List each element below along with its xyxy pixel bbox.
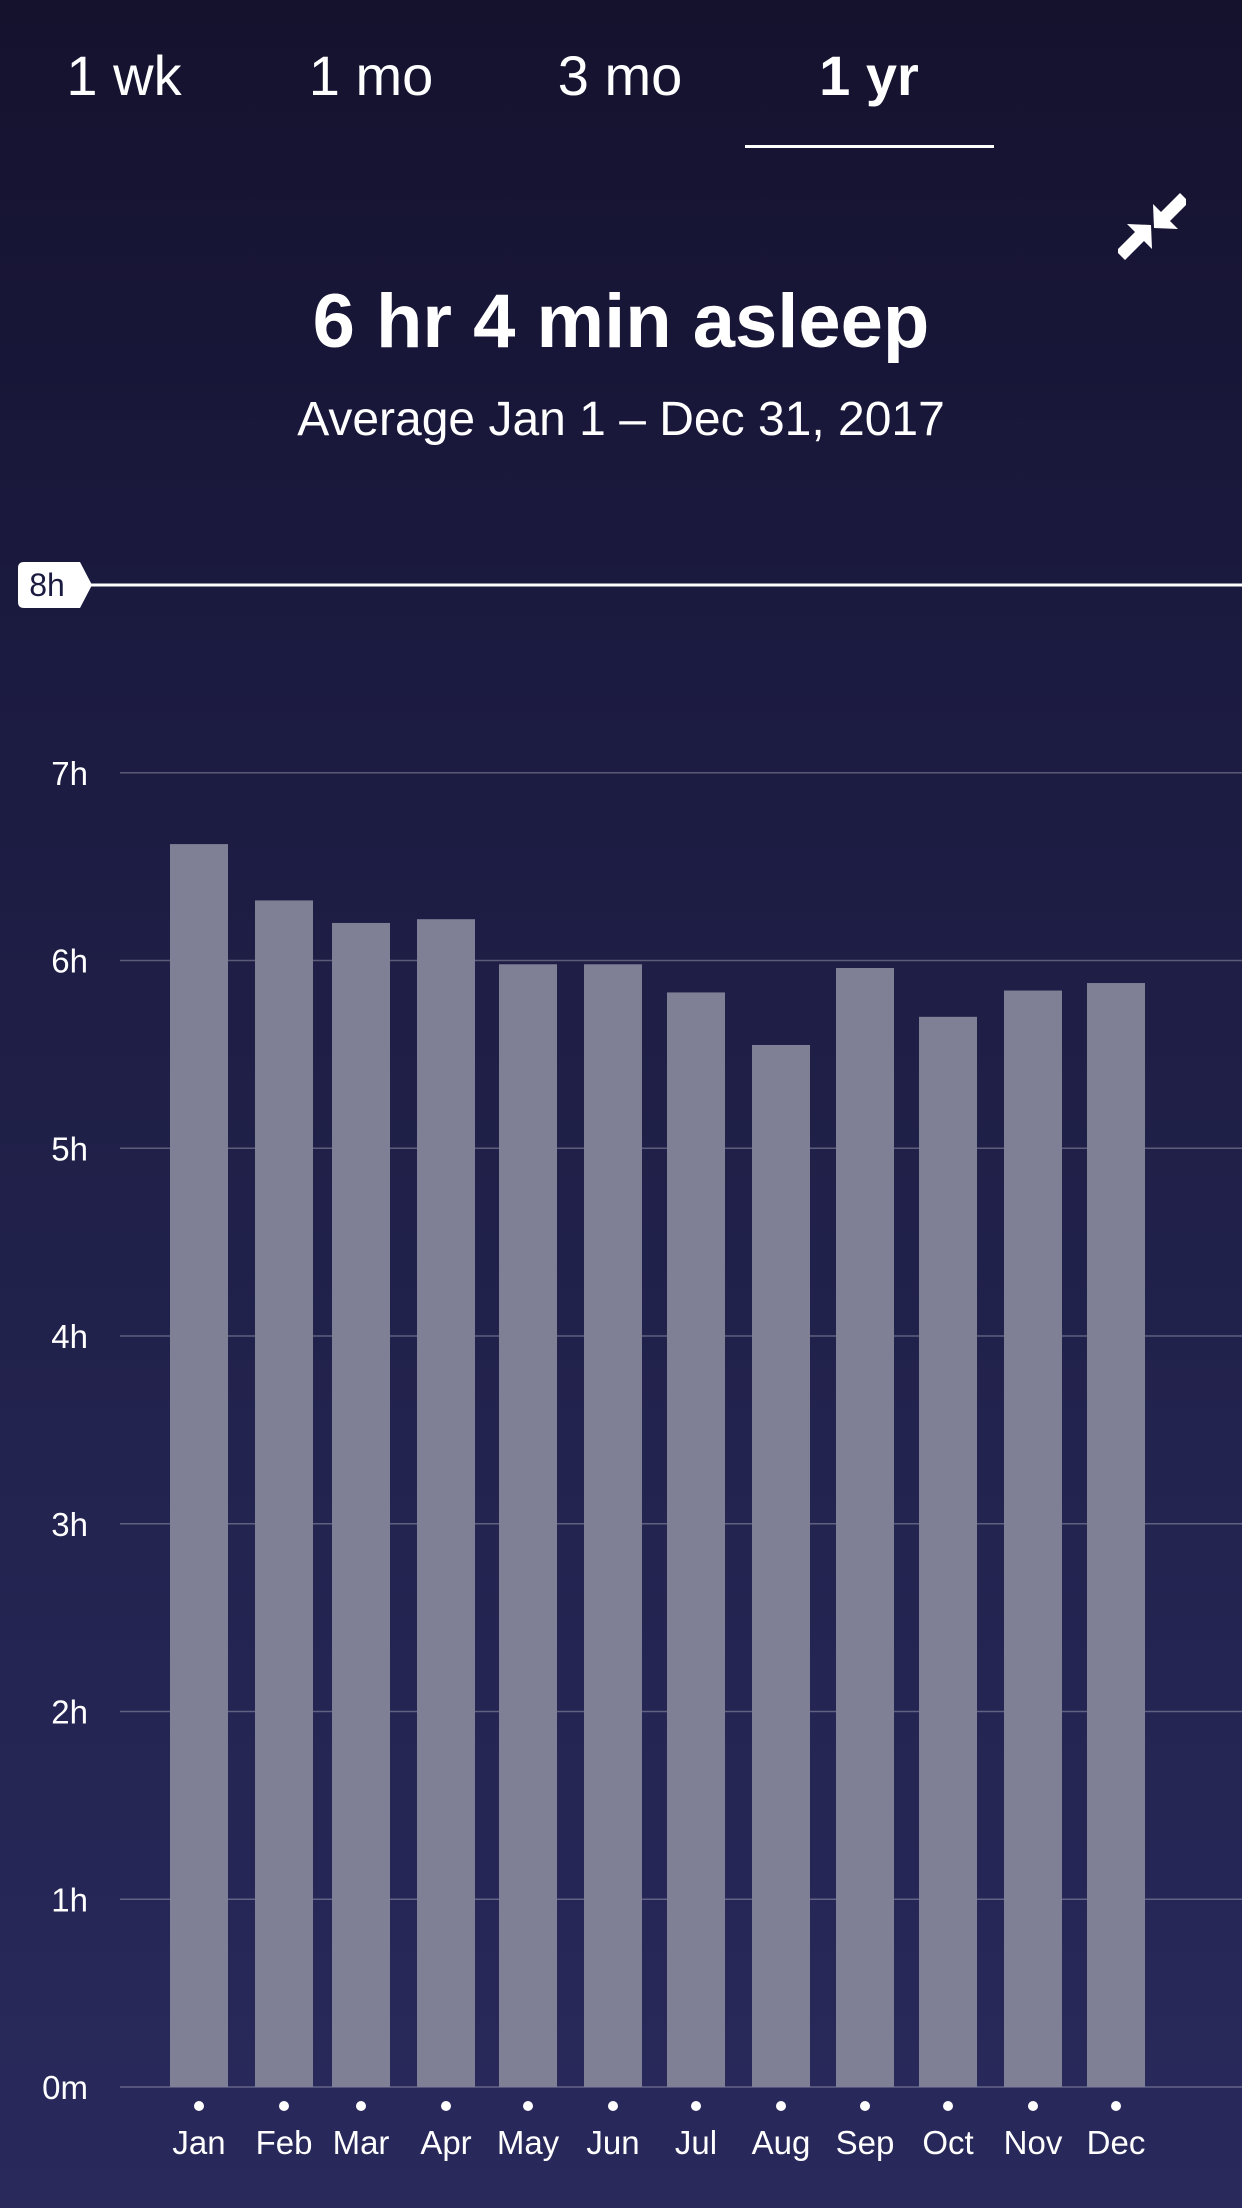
- collapse-button[interactable]: [1116, 192, 1189, 260]
- y-tick-label: 5h: [51, 1130, 88, 1167]
- goal-tag: [18, 562, 92, 608]
- bar-sep: [836, 968, 894, 2087]
- bar-feb: [255, 900, 313, 2088]
- x-tick-label: May: [497, 2124, 560, 2161]
- y-tick-label: 1h: [51, 1881, 88, 1918]
- x-tick-dot: [1111, 2101, 1121, 2111]
- y-tick-label: 6h: [51, 943, 88, 980]
- y-tick-label: 2h: [51, 1694, 88, 1731]
- y-tick-label: 3h: [51, 1506, 88, 1543]
- tab-1-week[interactable]: 1 wk: [66, 44, 182, 107]
- x-tick-dot: [356, 2101, 366, 2111]
- x-tick-label: Dec: [1087, 2124, 1146, 2161]
- x-tick-dot: [943, 2101, 953, 2111]
- goal-label: 8h: [29, 567, 65, 603]
- x-tick-dot: [860, 2101, 870, 2111]
- tab-1-year[interactable]: 1 yr: [819, 44, 919, 107]
- x-tick-label: Aug: [752, 2124, 811, 2161]
- tab-3-months[interactable]: 3 mo: [557, 44, 683, 107]
- x-tick-label: Jan: [172, 2124, 225, 2161]
- sleep-average-title: 6 hr 4 min asleep: [312, 279, 930, 364]
- bar-oct: [919, 1016, 977, 2088]
- y-tick-label: 0m: [42, 2069, 88, 2106]
- x-tick-label: Mar: [333, 2124, 390, 2161]
- tab-1-month[interactable]: 1 mo: [308, 44, 434, 107]
- x-tick-dot: [608, 2101, 618, 2111]
- bar-nov: [1004, 990, 1062, 2087]
- bar-jun: [584, 964, 642, 2087]
- y-tick-label: 4h: [51, 1318, 88, 1355]
- date-range-subtitle: Average Jan 1 – Dec 31, 2017: [297, 393, 945, 446]
- x-tick-label: Jul: [675, 2124, 717, 2161]
- x-tick-label: Jun: [586, 2124, 639, 2161]
- bar-dec: [1087, 983, 1145, 2087]
- x-tick-label: Nov: [1004, 2124, 1063, 2161]
- x-tick-dot: [441, 2101, 451, 2111]
- bar-jan: [170, 844, 228, 2087]
- collapse-arrows-icon: [1116, 193, 1189, 260]
- bar-jul: [667, 992, 725, 2087]
- bar-mar: [332, 922, 390, 2088]
- x-tick-label: Apr: [420, 2124, 471, 2161]
- x-tick-dot: [1028, 2101, 1038, 2111]
- x-tick-label: Feb: [256, 2124, 313, 2161]
- x-tick-label: Oct: [922, 2124, 973, 2161]
- x-tick-dot: [523, 2101, 533, 2111]
- bar-aug: [752, 1044, 810, 2087]
- period-tabs: 1 wk 1 mo 3 mo 1 yr: [0, 0, 1242, 150]
- x-tick-label: Sep: [836, 2124, 895, 2161]
- x-tick-dot: [691, 2101, 701, 2111]
- y-tick-label: 7h: [51, 755, 88, 792]
- x-tick-dot: [776, 2101, 786, 2111]
- bar-may: [499, 964, 557, 2087]
- x-tick-dot: [194, 2101, 204, 2111]
- bar-apr: [417, 919, 475, 2087]
- active-tab-indicator: [745, 145, 994, 148]
- x-tick-dot: [279, 2101, 289, 2111]
